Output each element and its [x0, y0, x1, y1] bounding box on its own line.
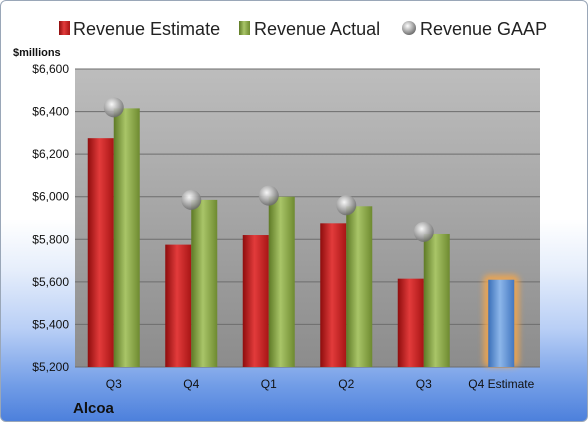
bar-revenue-actual — [191, 199, 218, 367]
gridlines — [75, 68, 540, 368]
x-tick-label: Q2 — [338, 377, 354, 391]
y-tick-label: $6,600 — [32, 62, 69, 76]
y-axis: $5,200 $5,400 $5,600 $5,800 $6,000 $6,200 $6,4… — [32, 62, 69, 374]
plot-area — [75, 69, 540, 367]
bar-revenue-actual — [423, 233, 450, 367]
bar-revenue-estimate — [87, 138, 114, 367]
gaap-markers — [103, 97, 434, 242]
x-tick-label: Q4 Estimate — [468, 377, 534, 391]
x-tick-label: Q4 — [183, 377, 199, 391]
bar-revenue-actual — [346, 206, 373, 367]
y-tick-label: $5,200 — [32, 360, 69, 374]
marker-revenue-gaap — [103, 97, 124, 118]
bars — [87, 108, 520, 367]
legend-label-actual: Revenue Actual — [254, 19, 380, 39]
company-name: Alcoa — [73, 400, 115, 417]
marker-revenue-gaap — [336, 195, 357, 216]
bar-revenue-actual — [113, 108, 140, 367]
bar-revenue-estimate — [242, 235, 269, 367]
y-tick-label: $6,000 — [32, 190, 69, 204]
x-tick-label: Q3 — [416, 377, 432, 391]
bar-q4-estimate — [488, 279, 515, 367]
marker-revenue-gaap — [413, 221, 434, 242]
x-axis: Q3 Q4 Q1 Q2 Q3 Q4 Estimate — [106, 377, 535, 391]
bar-revenue-actual — [268, 196, 295, 367]
y-tick-label: $6,200 — [32, 147, 69, 161]
legend: Revenue Estimate Revenue Actual Revenue … — [59, 19, 547, 39]
bar-revenue-estimate — [397, 278, 424, 367]
y-tick-label: $6,400 — [32, 105, 69, 119]
y-tick-label: $5,800 — [32, 232, 69, 246]
marker-revenue-gaap — [181, 189, 202, 210]
y-tick-label: $5,600 — [32, 275, 69, 289]
legend-label-estimate: Revenue Estimate — [73, 19, 220, 39]
legend-swatch-actual — [239, 21, 250, 35]
bar-revenue-estimate — [165, 244, 192, 367]
x-tick-label: Q3 — [106, 377, 122, 391]
y-tick-label: $5,400 — [32, 317, 69, 331]
marker-revenue-gaap — [258, 185, 279, 206]
legend-marker-gaap — [402, 21, 416, 35]
legend-swatch-estimate — [59, 21, 70, 35]
legend-label-gaap: Revenue GAAP — [420, 19, 547, 39]
x-tick-label: Q1 — [261, 377, 277, 391]
y-unit-label: $millions — [13, 47, 61, 59]
bar-revenue-estimate — [320, 223, 347, 367]
